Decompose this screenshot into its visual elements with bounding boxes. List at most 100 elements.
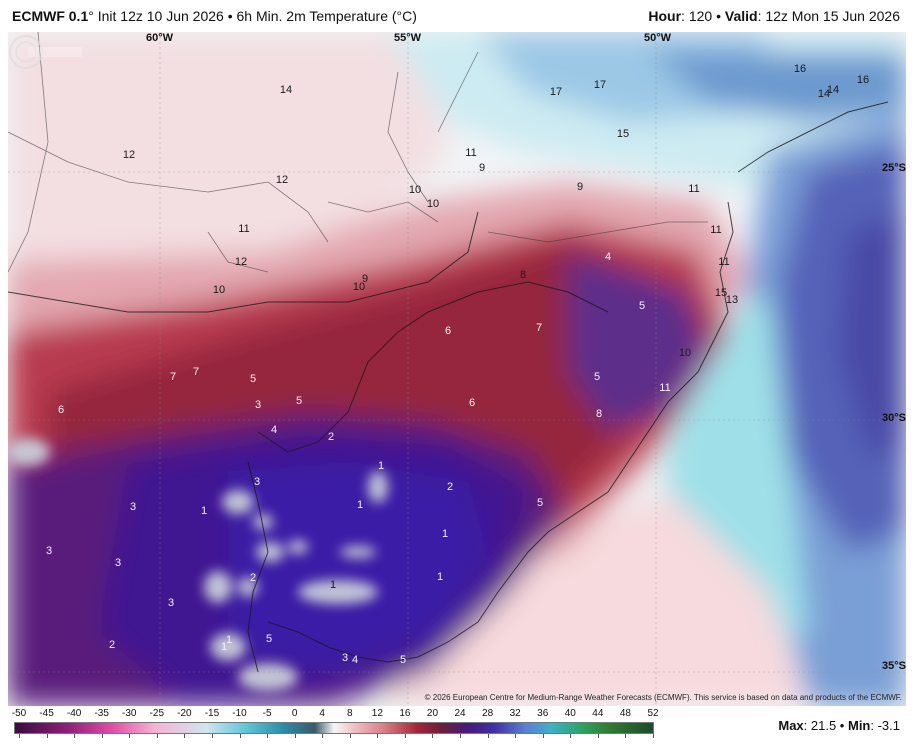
scale-tick — [267, 734, 269, 738]
temperature-value: 4 — [604, 251, 612, 263]
scale-label: 4 — [319, 708, 325, 719]
temperature-value: 1 — [225, 634, 233, 646]
temperature-value: 3 — [253, 476, 261, 488]
weatherbell-logo-icon — [9, 35, 82, 69]
scale-tick — [515, 734, 517, 738]
scale-tick — [653, 734, 654, 738]
scale-label: -35 — [94, 708, 109, 719]
scale-tick — [349, 734, 351, 738]
temperature-value: 14 — [279, 84, 293, 96]
temperature-value: 11 — [710, 224, 722, 236]
min-value: : -3.1 — [870, 718, 900, 733]
scale-tick — [460, 734, 462, 738]
scale-tick — [432, 734, 434, 738]
temperature-value: 1 — [220, 641, 228, 653]
temperature-value: 14 — [826, 84, 840, 96]
temperature-value: 1 — [356, 499, 364, 511]
temperature-value: 14 — [817, 88, 831, 100]
max-min-stats: Max: 21.5 • Min: -3.1 — [778, 718, 900, 733]
scale-tick — [156, 734, 158, 738]
temperature-value: 11 — [465, 147, 477, 159]
temperature-value: 3 — [45, 545, 53, 557]
longitude-label: 50°W — [644, 32, 672, 44]
scale-label: 8 — [347, 708, 353, 719]
temperature-value: 4 — [270, 424, 278, 436]
scale-tick — [625, 734, 627, 738]
scale-tick — [322, 734, 324, 738]
temperature-map[interactable]: 60°W 55°W 50°W 25°S 30°S 35°S 17 17 16 1… — [8, 32, 906, 706]
temperature-value: 2 — [446, 481, 454, 493]
scale-label: 36 — [537, 708, 549, 719]
temperature-value: 6 — [57, 404, 65, 416]
scale-label: -20 — [177, 708, 192, 719]
valid-value: : 12z Mon 15 Jun 2026 — [757, 8, 900, 24]
init-description: ° Init 12z 10 Jun 2026 • 6h Min. 2m Temp… — [88, 8, 417, 24]
latitude-label: 35°S — [882, 660, 906, 672]
latitude-label: 30°S — [882, 412, 906, 424]
scale-tick — [19, 734, 20, 738]
temperature-value: 10 — [352, 281, 366, 293]
temperature-value: 10 — [678, 347, 692, 359]
temperature-value: 11 — [718, 256, 730, 268]
temperature-value: 12 — [122, 149, 136, 161]
temperature-value: 7 — [169, 371, 177, 383]
temperature-value: 7 — [192, 366, 200, 378]
scale-color-bar — [14, 722, 654, 734]
temperature-value: 8 — [519, 269, 527, 281]
max-value: : 21.5 • — [803, 718, 845, 733]
longitude-label: 55°W — [394, 32, 422, 44]
scale-label: 48 — [619, 708, 631, 719]
temperature-value: 8 — [595, 408, 603, 420]
temperature-value: 2 — [108, 639, 116, 651]
temperature-value: 3 — [129, 501, 137, 513]
scale-tick — [129, 734, 131, 738]
scale-tick — [597, 734, 599, 738]
temperature-value: 3 — [167, 597, 175, 609]
temperature-value: 10 — [212, 284, 226, 296]
scale-tick — [487, 734, 489, 738]
temperature-value: 1 — [377, 460, 385, 472]
map-header: ECMWF 0.1° Init 12z 10 Jun 2026 • 6h Min… — [0, 0, 914, 32]
scale-label: 0 — [291, 708, 298, 719]
scale-label: -5 — [262, 708, 272, 719]
scale-label: -40 — [66, 708, 82, 719]
temperature-value: 15 — [714, 287, 728, 299]
valid-label: Valid — [724, 8, 758, 24]
scale-label: -45 — [39, 708, 54, 719]
scale-tick — [294, 734, 296, 738]
temperature-value: 4 — [351, 654, 359, 666]
temperature-value: 16 — [793, 63, 807, 75]
temperature-value: 15 — [616, 128, 630, 140]
scale-tick — [46, 734, 48, 738]
header-valid-time: Hour: 120 • Valid: 12z Mon 15 Jun 2026 — [648, 8, 900, 24]
scale-label: 44 — [592, 708, 604, 719]
scale-label: -10 — [232, 708, 247, 719]
scale-tick — [404, 734, 406, 738]
temperature-value: 11 — [238, 223, 250, 235]
color-scale-legend: -50 -45 -40 -35 -30 -25 -20 -15 -10 -5 0 4 8 12 16 20 24… — [12, 706, 659, 746]
temperature-value: 13 — [725, 294, 739, 306]
longitude-label: 60°W — [146, 32, 174, 44]
scale-label: 12 — [371, 708, 383, 719]
header-title: ECMWF 0.1° Init 12z 10 Jun 2026 • 6h Min… — [12, 8, 417, 24]
temperature-value: 3 — [114, 557, 122, 569]
temperature-value: 11 — [659, 382, 671, 394]
scale-tick — [377, 734, 379, 738]
temperature-value: 5 — [249, 373, 257, 385]
temperature-value: 5 — [593, 371, 601, 383]
scale-tick — [570, 734, 572, 738]
temperature-value: 12 — [275, 174, 289, 186]
temperature-value: 3 — [254, 399, 262, 411]
scale-label: -25 — [149, 708, 165, 719]
map-field — [8, 32, 906, 706]
scale-tick — [101, 734, 103, 738]
scale-tick — [184, 734, 186, 738]
temperature-value: 10 — [408, 184, 422, 196]
temperature-value: 12 — [234, 256, 248, 268]
temperature-value: 5 — [399, 654, 407, 666]
scale-tick — [74, 734, 76, 738]
temperature-value: 1 — [441, 528, 449, 540]
scale-tick — [542, 734, 544, 738]
temperature-value: 17 — [549, 86, 563, 98]
scale-label: -15 — [204, 708, 220, 719]
